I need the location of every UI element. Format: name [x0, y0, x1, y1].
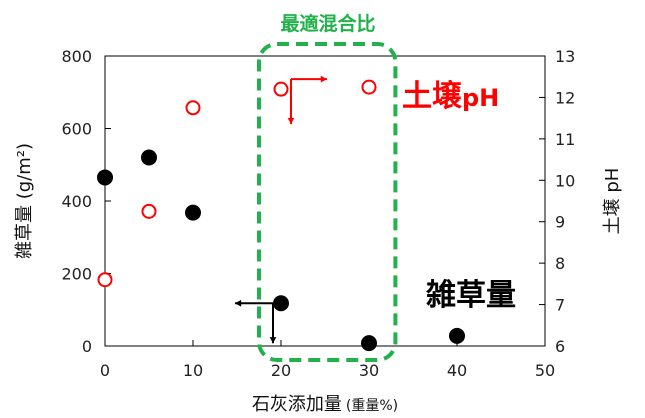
- x-tick-label: 0: [100, 361, 110, 380]
- weed-arrow-down-head: [269, 337, 277, 344]
- x-tick-label: 40: [447, 361, 467, 380]
- left-y-tick-label: 0: [82, 337, 92, 356]
- right-y-tick-label: 13: [555, 47, 575, 66]
- left-y-tick-label: 400: [61, 192, 92, 211]
- right-y-tick-label: 12: [555, 88, 575, 107]
- weed-amount-point: [141, 149, 157, 166]
- x-tick-label: 50: [535, 361, 555, 380]
- weed-arrow-left-head: [235, 299, 242, 307]
- ph-arrow-down-head: [287, 117, 295, 125]
- weed-series-label: 雑草量: [425, 278, 516, 313]
- right-y-axis-title: 土壌 pH: [602, 168, 623, 235]
- left-y-tick-label: 600: [61, 120, 92, 139]
- right-y-tick-label: 10: [555, 171, 575, 190]
- right-y-tick-label: 11: [555, 130, 575, 149]
- soil-ph-point: [185, 100, 201, 116]
- axis-tick-labels: 0 10 20 30 40 50 0 200 400 600 800 6 7 8 9 10 11 12 13: [61, 47, 575, 380]
- weed-amount-point: [97, 169, 113, 186]
- ph-series-label: 土壌pH: [402, 79, 499, 114]
- soil-ph-point: [273, 81, 289, 97]
- right-y-tick-label: 7: [555, 296, 565, 315]
- right-y-tick-label: 9: [555, 213, 565, 232]
- left-y-tick-label: 800: [61, 47, 92, 66]
- weed-amount-point: [273, 295, 289, 312]
- x-tick-label: 20: [271, 361, 291, 380]
- soil-ph-point: [361, 79, 377, 95]
- weed-amount-point: [449, 327, 465, 344]
- x-tick-label: 10: [183, 361, 203, 380]
- weed-amount-point: [185, 204, 201, 221]
- left-y-axis-title: 雑草量 (g/m²): [14, 143, 35, 259]
- annotation-arrows: [235, 75, 327, 344]
- optimal-range-box: [257, 42, 398, 362]
- soil-ph-point: [97, 272, 113, 288]
- optimal-range-label: 最適混合比: [280, 12, 375, 35]
- x-axis-title: 石灰添加量 (重量%): [252, 394, 398, 415]
- right-y-tick-label: 8: [555, 254, 565, 273]
- soil-ph-point: [141, 203, 157, 219]
- x-tick-label: 30: [359, 361, 379, 380]
- left-y-tick-label: 200: [61, 265, 92, 284]
- right-y-tick-label: 6: [555, 337, 565, 356]
- ph-arrow-right-head: [320, 75, 327, 83]
- data-points: [97, 79, 465, 352]
- weed-amount-point: [361, 335, 377, 352]
